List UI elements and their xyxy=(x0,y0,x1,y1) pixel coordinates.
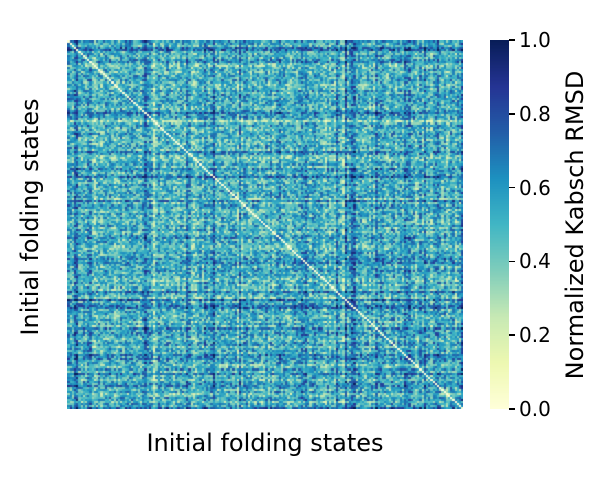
colorbar-tick xyxy=(509,39,515,41)
colorbar-tick-label: 1.0 xyxy=(519,28,551,52)
x-axis-label: Initial folding states xyxy=(146,429,384,457)
y-axis-label: Initial folding states xyxy=(16,98,44,336)
colorbar-tick-label: 0.0 xyxy=(519,397,551,421)
colorbar-tick-label: 0.8 xyxy=(519,101,551,126)
colorbar-tick xyxy=(509,186,515,189)
heatmap-matrix xyxy=(67,40,463,409)
colorbar-tick xyxy=(509,113,515,115)
colorbar-tick xyxy=(509,260,515,263)
colorbar-tick xyxy=(509,334,515,336)
colorbar-label: Normalized Kabsch RMSD xyxy=(561,70,589,380)
colorbar-tick xyxy=(509,408,515,410)
colorbar-tick-label: 0.6 xyxy=(519,175,551,200)
colorbar-tick-label: 0.2 xyxy=(519,323,551,348)
colorbar-tick-label: 0.4 xyxy=(519,249,551,274)
colorbar xyxy=(490,40,509,409)
